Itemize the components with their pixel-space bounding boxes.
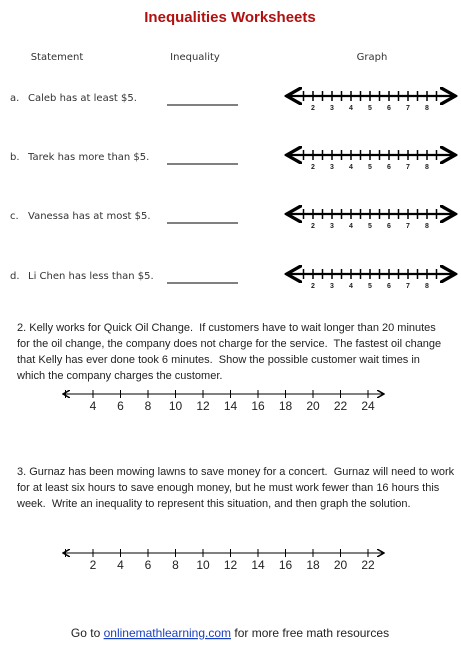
axis-label: 3 — [330, 283, 334, 290]
axis-label: 12 — [224, 558, 238, 572]
statement: Caleb has at least $5. — [28, 93, 137, 104]
row-letter: d. — [10, 271, 20, 282]
footer-link[interactable]: onlinemathlearning.com — [104, 626, 231, 640]
row-letter: c. — [10, 211, 19, 222]
axis-label: 8 — [425, 105, 429, 112]
axis-label: 20 — [334, 558, 348, 572]
axis-label: 2 — [90, 558, 97, 572]
row-letter: a. — [10, 93, 19, 104]
axis-label: 3 — [330, 223, 334, 230]
axis-label: 20 — [306, 399, 320, 413]
row-letter: b. — [10, 152, 20, 163]
axis-label: 22 — [361, 558, 375, 572]
axis-label: 14 — [251, 558, 265, 572]
axis-label: 8 — [172, 558, 179, 572]
axis-label: 6 — [387, 283, 391, 290]
problem-text: that Kelly has ever done took 6 minutes.… — [17, 354, 420, 366]
column-header: Inequality — [170, 52, 220, 63]
axis-label: 16 — [251, 399, 265, 413]
footer-text: Go to — [71, 626, 101, 640]
statement: Vanessa has at most $5. — [28, 211, 151, 222]
column-header: Graph — [357, 52, 388, 63]
axis-label: 2 — [311, 105, 315, 112]
title: Inequalities Worksheets — [144, 9, 315, 26]
axis-label: 8 — [425, 164, 429, 171]
axis-label: 4 — [349, 164, 353, 171]
axis-label: 14 — [224, 399, 238, 413]
axis-label: 4 — [349, 283, 353, 290]
statement: Li Chen has less than $5. — [28, 271, 154, 282]
axis-label: 5 — [368, 164, 372, 171]
axis-label: 5 — [368, 105, 372, 112]
axis-label: 5 — [368, 283, 372, 290]
axis-label: 3 — [330, 164, 334, 171]
column-header: Statement — [31, 52, 84, 63]
axis-label: 18 — [306, 558, 320, 572]
footer-text: for more free math resources — [234, 626, 389, 640]
axis-label: 8 — [425, 283, 429, 290]
axis-label: 4 — [117, 558, 124, 572]
axis-label: 12 — [196, 399, 210, 413]
axis-label: 2 — [311, 283, 315, 290]
axis-label: 18 — [279, 399, 293, 413]
statement: Tarek has more than $5. — [27, 152, 149, 163]
axis-label: 10 — [169, 399, 183, 413]
axis-label: 5 — [368, 223, 372, 230]
axis-label: 4 — [90, 399, 97, 413]
axis-label: 6 — [145, 558, 152, 572]
axis-label: 8 — [425, 223, 429, 230]
axis-label: 16 — [279, 558, 293, 572]
problem-text: for the oil change, the company does not… — [17, 338, 441, 350]
axis-label: 4 — [349, 223, 353, 230]
problem-text: for at least six hours to save enough mo… — [17, 482, 440, 494]
problem-text: week. Write an inequality to represent t… — [16, 498, 411, 510]
axis-label: 6 — [387, 164, 391, 171]
axis-label: 8 — [145, 399, 152, 413]
axis-label: 24 — [361, 399, 375, 413]
axis-label: 10 — [196, 558, 210, 572]
axis-label: 6 — [387, 105, 391, 112]
axis-label: 2 — [311, 223, 315, 230]
axis-label: 3 — [330, 105, 334, 112]
axis-label: 22 — [334, 399, 348, 413]
axis-label: 4 — [349, 105, 353, 112]
axis-label: 7 — [406, 223, 410, 230]
axis-label: 6 — [117, 399, 124, 413]
footer: Go to onlinemathlearning.com for more fr… — [71, 626, 389, 640]
axis-label: 7 — [406, 105, 410, 112]
axis-label: 7 — [406, 164, 410, 171]
axis-label: 2 — [311, 164, 315, 171]
problem-text: which the company charges the customer. — [16, 370, 222, 382]
axis-label: 6 — [387, 223, 391, 230]
problem-text: 3. Gurnaz has been mowing lawns to save … — [17, 466, 455, 478]
problem-text: 2. Kelly works for Quick Oil Change. If … — [17, 322, 436, 334]
axis-label: 7 — [406, 283, 410, 290]
